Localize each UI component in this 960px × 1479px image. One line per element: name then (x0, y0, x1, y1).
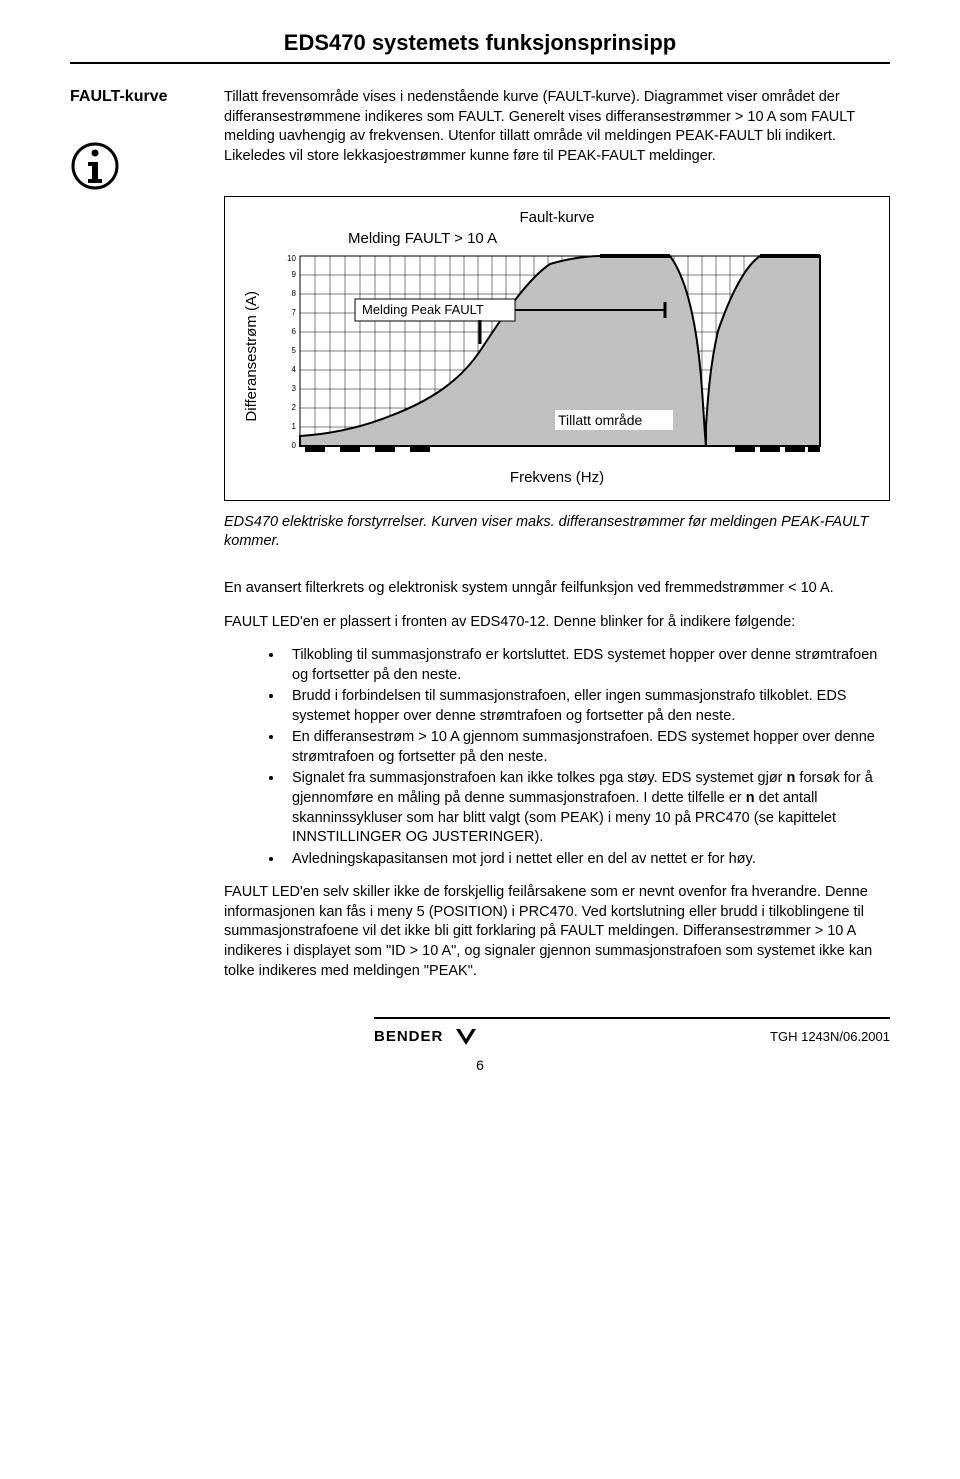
svg-text:7: 7 (292, 308, 297, 317)
bullet-text-3a: Signalet fra summasjonstrafoen kan ikke … (292, 770, 787, 786)
bullet-item: En differansestrøm > 10 A gjennom summas… (284, 728, 890, 767)
intro-paragraph: Tillatt frevensområde vises i nedenståen… (224, 88, 890, 166)
chart-subtitle: Melding FAULT > 10 A (348, 230, 871, 247)
info-icon (70, 141, 120, 191)
bullet-item: Avledningskapasitansen mot jord i nettet… (284, 850, 890, 870)
bullet-list: Tilkobling til summasjonstrafo er kortsl… (224, 646, 890, 869)
chart-x-axis-label: Frekvens (Hz) (243, 469, 871, 486)
svg-text:4: 4 (292, 365, 297, 374)
chart-y-axis-label: Differansestrøm (A) (243, 291, 260, 422)
content-columns: FAULT-kurve Tillatt frevensområde vises … (70, 88, 890, 1047)
chart-title: Fault-kurve (243, 209, 871, 226)
page-title: EDS470 systemets funksjonsprinsipp (70, 30, 890, 56)
chart-region-label-svg: Tillatt område (558, 412, 643, 428)
paragraph-4: FAULT LED'en selv skiller ikke de forskj… (224, 883, 890, 981)
svg-text:6: 6 (292, 327, 297, 336)
bullet-item: Tilkobling til summasjonstrafo er kortsl… (284, 646, 890, 685)
svg-text:8: 8 (292, 289, 297, 298)
doc-reference: TGH 1243N/06.2001 (770, 1029, 890, 1044)
left-column: FAULT-kurve (70, 88, 200, 1047)
svg-text:BENDER: BENDER (374, 1028, 443, 1045)
footer: BENDER TGH 1243N/06.2001 (374, 1017, 890, 1047)
header-rule (70, 62, 890, 64)
brand-logo-icon: BENDER (374, 1025, 484, 1047)
svg-text:10: 10 (287, 254, 296, 263)
svg-text:5: 5 (292, 346, 297, 355)
bullet-item: Brudd i forbindelsen til summasjonstrafo… (284, 687, 890, 726)
chart-caption: EDS470 elektriske forstyrrelser. Kurven … (224, 513, 890, 551)
footer-left: BENDER (374, 1025, 484, 1047)
paragraph-3: FAULT LED'en er plassert i fronten av ED… (224, 613, 890, 633)
chart-row: Differansestrøm (A) (243, 251, 871, 461)
bold-n: n (746, 790, 755, 806)
svg-text:3: 3 (292, 384, 297, 393)
section-label: FAULT-kurve (70, 88, 200, 106)
fault-curve-chart: Fault-kurve Melding FAULT > 10 A Differa… (224, 196, 890, 501)
right-column: Tillatt frevensområde vises i nedenståen… (224, 88, 890, 1047)
page-number: 6 (70, 1057, 890, 1073)
svg-text:9: 9 (292, 270, 297, 279)
page: EDS470 systemets funksjonsprinsipp FAULT… (0, 0, 960, 1103)
chart-svg: Melding Peak FAULT Tillatt område (268, 251, 828, 461)
chart-peak-label-svg: Melding Peak FAULT (362, 302, 484, 317)
svg-text:0: 0 (292, 441, 297, 450)
svg-text:1: 1 (292, 422, 297, 431)
bullet-item: Signalet fra summasjonstrafoen kan ikke … (284, 769, 890, 847)
paragraph-2: En avansert filterkrets og elektronisk s… (224, 579, 890, 599)
svg-text:2: 2 (292, 403, 297, 412)
